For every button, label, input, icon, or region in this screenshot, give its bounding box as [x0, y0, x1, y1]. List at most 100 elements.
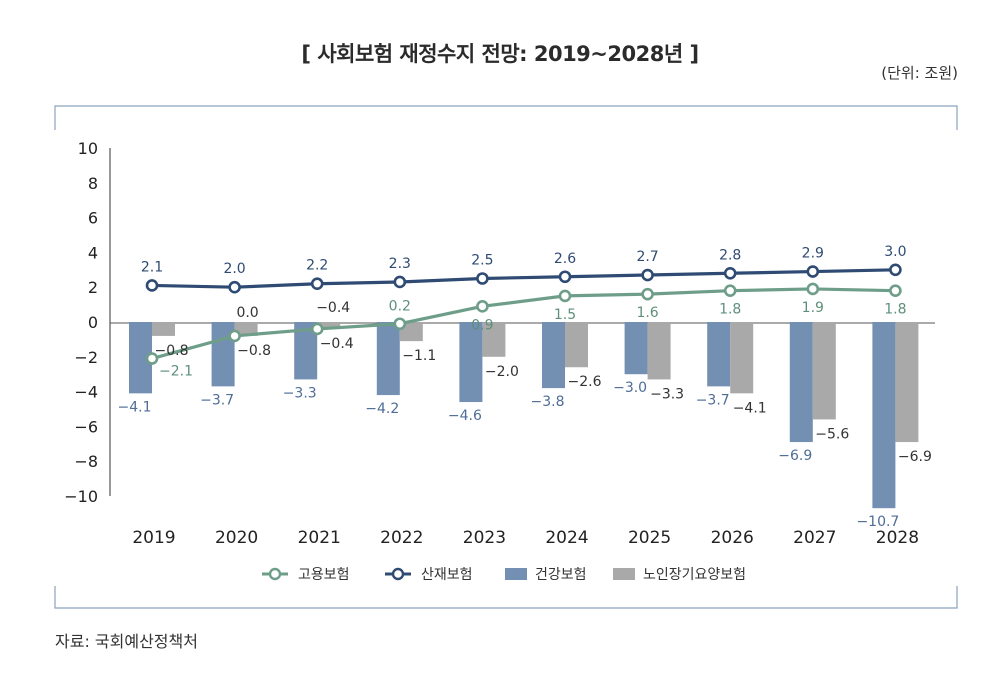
- bar-health-label: −3.7: [696, 392, 730, 408]
- employment-point: [228, 329, 241, 343]
- source-label: 자료: 국회예산정책처: [55, 632, 198, 651]
- employment-point: [476, 300, 489, 313]
- industrial-point: [558, 270, 572, 284]
- employment-line: [151, 287, 896, 361]
- y-ticks: 10 8 6 4 2 0 −2 −4 −6 −8 −10: [64, 139, 98, 506]
- employment-label: 0.0: [236, 305, 258, 321]
- frame: [54, 105, 958, 609]
- industrial-point: [806, 265, 820, 278]
- bar-health: [294, 322, 318, 380]
- bar-ltc-label: −1.1: [402, 348, 436, 364]
- x-ticks: 2019 2020 2021 2022 2023 2024 2025 2026 2027 2028: [132, 528, 919, 548]
- industrial-label: 2.9: [802, 246, 824, 262]
- industrial-point: [310, 277, 324, 291]
- bar-health: [707, 322, 731, 387]
- employment-point: [806, 282, 820, 296]
- x-tick-label: 2022: [380, 528, 423, 548]
- x-tick-label: 2021: [298, 528, 341, 548]
- bar-health: [789, 322, 813, 443]
- industrial-label: 2.7: [636, 249, 658, 265]
- employment-label: 1.8: [719, 302, 741, 318]
- y-tick-label: −4: [74, 383, 98, 402]
- bar-ltc: [812, 322, 836, 420]
- bar-ltc-label: −5.6: [815, 426, 849, 442]
- industrial-point: [641, 268, 654, 282]
- y-tick-label: 4: [88, 243, 98, 262]
- employment-label: 1.6: [636, 305, 658, 321]
- legend-label: 건강보험: [535, 567, 587, 583]
- bar-ltc: [152, 322, 175, 336]
- employment-label: 1.9: [802, 300, 824, 316]
- legend-marker: [268, 567, 282, 581]
- bar-ltc: [317, 322, 341, 329]
- industrial-label: 2.2: [306, 258, 328, 274]
- employment-point: [723, 284, 737, 297]
- industrial-point: [145, 279, 159, 292]
- legend-label: 산재보험: [421, 567, 473, 583]
- x-tick-label: 2027: [793, 528, 836, 548]
- industrial-label: 2.6: [554, 251, 576, 267]
- lines: [145, 263, 902, 365]
- industrial-label: 2.5: [471, 253, 493, 269]
- bar-health-label: −3.7: [200, 392, 234, 408]
- x-tick-label: 2026: [711, 528, 754, 548]
- y-tick-label: 6: [88, 209, 98, 228]
- bar-ltc-label: −3.3: [650, 386, 684, 402]
- industrial-label: 2.8: [719, 247, 741, 263]
- employment-label: 1.5: [554, 307, 576, 323]
- y-tick-label: −2: [74, 348, 98, 367]
- bar-ltc-label: −2.6: [568, 374, 602, 390]
- bar-ltc: [895, 322, 919, 443]
- x-tick-label: 2019: [132, 528, 175, 548]
- bar-health-label: −4.1: [118, 399, 152, 415]
- employment-label: 0.9: [471, 317, 493, 333]
- bar-ltc-label: −6.9: [898, 449, 932, 465]
- chart-title: [ 사회보험 재정수지 전망: 2019~2028년 ]: [301, 42, 699, 66]
- bar-ltc-label: −0.8: [155, 343, 189, 359]
- employment-point: [145, 352, 159, 365]
- employment-point: [310, 322, 324, 336]
- bar-ltc: [234, 322, 258, 336]
- employment-label: −0.4: [316, 300, 350, 316]
- y-tick-label: 2: [88, 278, 98, 297]
- industrial-point: [393, 275, 407, 289]
- y-tick-label: −10: [64, 487, 98, 506]
- industrial-label: 2.1: [141, 259, 163, 275]
- bar-ltc: [482, 322, 506, 357]
- industrial-label: 2.3: [389, 256, 411, 272]
- legend-marker: [391, 567, 405, 581]
- bar-health: [542, 322, 565, 389]
- bar-health: [459, 322, 483, 403]
- bar-health-label: −10.7: [856, 514, 899, 530]
- bar-ltc: [730, 322, 754, 394]
- bar-health: [872, 322, 896, 509]
- industrial-point: [889, 263, 902, 277]
- employment-point: [393, 317, 407, 331]
- bar-health: [376, 322, 400, 396]
- bar-health-label: −6.9: [778, 448, 812, 464]
- x-tick-label: 2020: [215, 528, 258, 548]
- bar-health-label: −4.2: [365, 401, 399, 417]
- industrial-point: [228, 280, 241, 294]
- legend-label: 고용보험: [298, 567, 350, 583]
- bar-ltc: [399, 322, 423, 342]
- employment-point: [889, 284, 902, 297]
- unit-label: (단위: 조원): [881, 64, 958, 82]
- employment-label: 1.8: [884, 302, 906, 318]
- y-tick-label: 8: [88, 174, 98, 193]
- legend-swatch: [613, 568, 635, 580]
- y-tick-label: 10: [78, 139, 98, 158]
- y-tick-label: −8: [74, 452, 98, 471]
- bar-health: [129, 322, 152, 394]
- bar-ltc-label: −2.0: [485, 364, 519, 380]
- bar-health: [624, 322, 648, 375]
- employment-label: 0.2: [389, 299, 411, 315]
- x-tick-label: 2023: [463, 528, 506, 548]
- legend-swatch: [505, 568, 527, 580]
- industrial-line: [151, 268, 896, 289]
- legend: 고용보험 산재보험 건강보험 노인장기요양보험: [262, 567, 746, 583]
- employment-point: [558, 289, 572, 303]
- employment-label: −2.1: [159, 364, 193, 380]
- bar-health-label: −3.0: [613, 380, 647, 396]
